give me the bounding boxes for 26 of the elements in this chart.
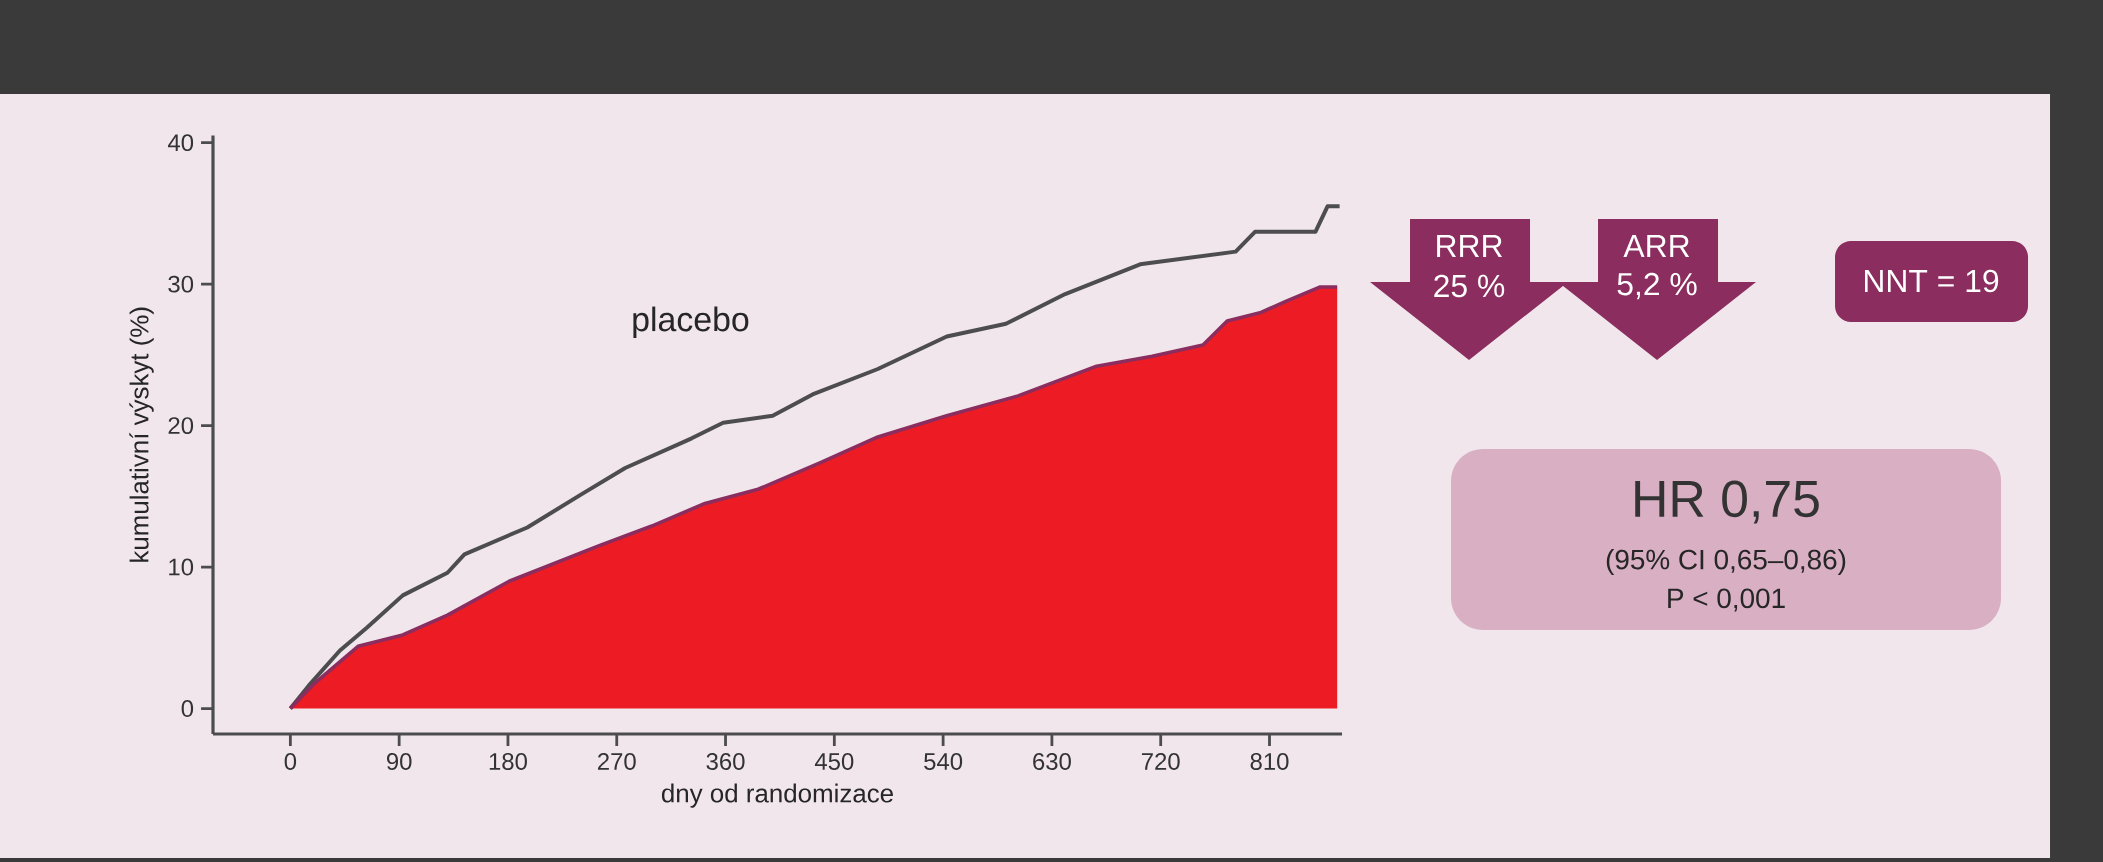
x-axis-title: dny od randomizace (661, 783, 893, 808)
text: 25 % (1434, 274, 1505, 298)
x-tick-label: 360 (706, 753, 745, 770)
y-tick-label: 10 (169, 558, 194, 576)
text: (95% CI 0,65–0,86) (1606, 549, 1846, 575)
y-tick-label: 30 (168, 275, 194, 293)
x-tick-label: 0 (284, 753, 297, 770)
text: NNT = 19 (1864, 269, 1999, 293)
x-tick-label: 540 (924, 753, 963, 770)
text: ARR (1623, 235, 1690, 257)
text: placebo (633, 306, 749, 339)
x-tick-label: 810 (1250, 753, 1289, 770)
x-tick-label: 630 (1033, 753, 1071, 770)
text: 5,2 % (1617, 272, 1697, 300)
x-tick-label: 180 (489, 753, 527, 770)
text: RRR (1437, 235, 1503, 257)
x-tick-label: 720 (1141, 753, 1180, 770)
y-tick-label: 20 (168, 417, 194, 435)
x-tick-label: 270 (597, 753, 636, 770)
y-tick-label: 40 (167, 134, 194, 152)
text: P < 0,001 (1668, 588, 1785, 612)
y-axis-title: kumulativní výskyt (%) (129, 307, 154, 562)
x-tick-label: 90 (386, 753, 412, 770)
y-tick-label: 0 (181, 700, 194, 717)
x-tick-label: 450 (814, 753, 854, 770)
text: HR 0,75 (1635, 480, 1819, 524)
